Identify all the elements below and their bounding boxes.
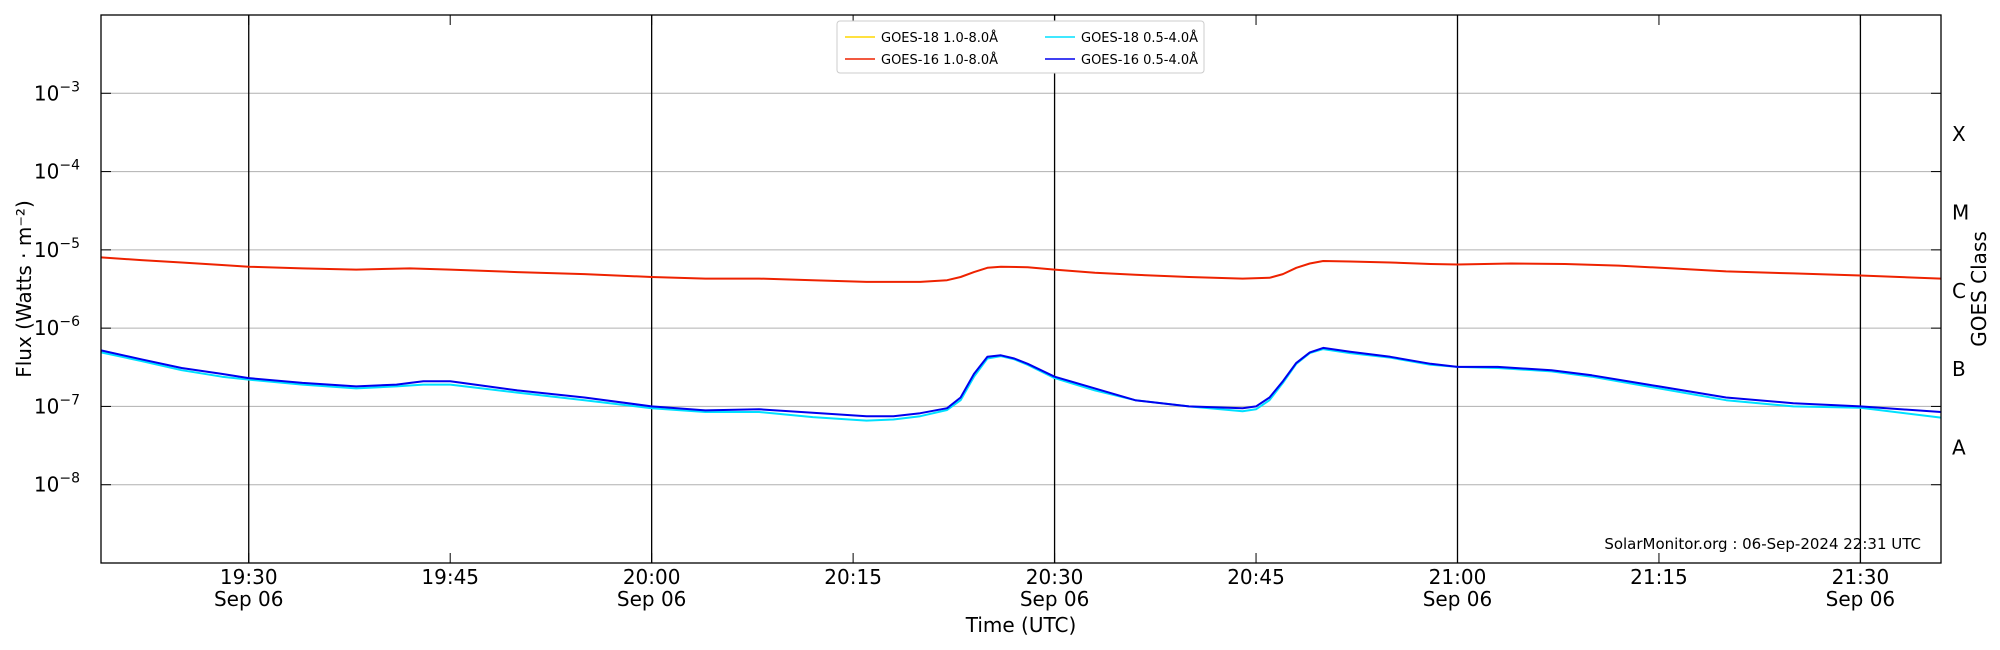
- x-tick-label: 20:45: [1227, 565, 1285, 589]
- horizontal-gridlines: [101, 92, 1941, 486]
- legend-label: GOES-18 1.0-8.0Å: [881, 30, 998, 46]
- goes-class-label: M: [1952, 201, 1969, 225]
- legend: GOES-18 1.0-8.0Å GOES-16 1.0-8.0Å GOES-18 …: [836, 20, 1205, 74]
- x-tick-label: 20:00: [623, 565, 681, 589]
- legend-label: GOES-16 1.0-8.0Å: [881, 52, 998, 68]
- x-tick-date-label: Sep 06: [617, 587, 687, 611]
- goes-class-axis-title: GOES Class: [1967, 231, 1991, 347]
- goes-class-label: A: [1952, 435, 1966, 459]
- x-tick-date-label: Sep 06: [214, 587, 284, 611]
- x-tick-date-label: Sep 06: [1826, 587, 1896, 611]
- y-axis: 10−8 10−7 10−6 10−5 10−4 10−3: [34, 79, 1941, 497]
- y-tick-label: 10−7: [34, 392, 80, 418]
- goes-class-label: B: [1952, 357, 1966, 381]
- goes-class-label: C: [1952, 279, 1966, 303]
- x-tick-date-label: Sep 06: [1020, 587, 1090, 611]
- x-axis-title: Time (UTC): [965, 613, 1077, 637]
- x-tick-label: 21:30: [1832, 565, 1890, 589]
- y-tick-label: 10−6: [34, 314, 80, 340]
- legend-label: GOES-18 0.5-4.0Å: [1081, 30, 1198, 46]
- x-tick-label: 20:30: [1026, 565, 1084, 589]
- x-tick-label: 19:45: [421, 565, 479, 589]
- plot-frame: [100, 14, 1942, 564]
- source-stamp: SolarMonitor.org : 06-Sep-2024 22:31 UTC: [1604, 535, 1921, 553]
- series-line-1: [100, 256, 1942, 283]
- y-tick-label: 10−3: [34, 79, 80, 105]
- goes-class-axis: A B C M X: [1952, 122, 1969, 459]
- series-line-3: [100, 346, 1942, 418]
- y-tick-label: 10−8: [34, 471, 80, 497]
- legend-box: [836, 20, 1205, 74]
- y-tick-label: 10−5: [34, 236, 80, 262]
- x-tick-date-label: Sep 06: [1423, 587, 1493, 611]
- y-tick-label: 10−4: [34, 158, 80, 184]
- y-axis-title: Flux (Watts · m⁻²): [12, 200, 36, 378]
- x-tick-label: 20:15: [824, 565, 882, 589]
- day-boundary-lines: [248, 15, 1862, 563]
- x-tick-label: 21:00: [1429, 565, 1487, 589]
- legend-label: GOES-16 0.5-4.0Å: [1081, 52, 1198, 68]
- x-tick-label: 21:15: [1630, 565, 1688, 589]
- goes-class-label: X: [1952, 122, 1966, 146]
- series-layer: [100, 256, 1942, 422]
- x-tick-label: 19:30: [220, 565, 278, 589]
